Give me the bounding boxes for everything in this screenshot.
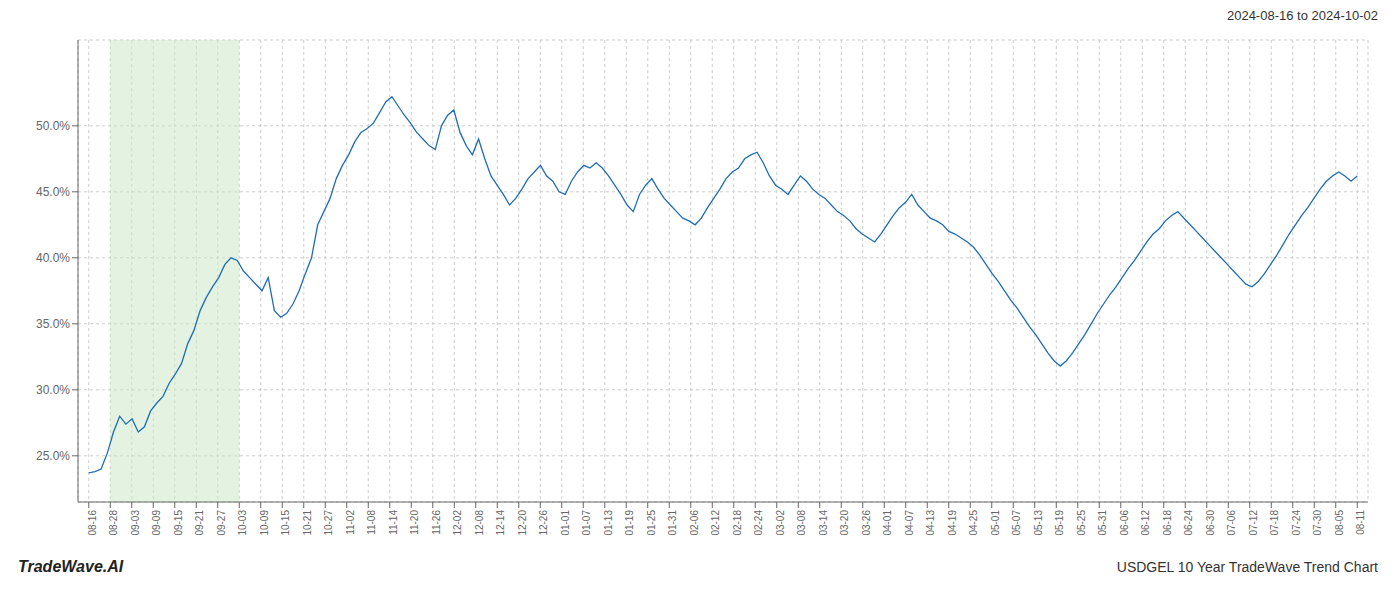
svg-text:08-11: 08-11 [1355,510,1366,535]
svg-text:04-07: 04-07 [904,510,915,536]
svg-text:01-31: 01-31 [667,510,678,536]
svg-text:12-02: 12-02 [452,510,463,536]
svg-text:07-12: 07-12 [1248,510,1259,536]
svg-text:40.0%: 40.0% [36,251,70,265]
svg-text:03-14: 03-14 [818,510,829,536]
svg-text:02-24: 02-24 [753,510,764,536]
svg-text:08-28: 08-28 [108,510,119,536]
svg-text:06-18: 06-18 [1162,510,1173,536]
svg-text:07-30: 07-30 [1312,510,1323,536]
svg-text:11-14: 11-14 [388,510,399,535]
svg-text:12-26: 12-26 [538,510,549,536]
svg-text:35.0%: 35.0% [36,317,70,331]
svg-text:08-05: 08-05 [1334,510,1345,536]
svg-text:12-08: 12-08 [474,510,485,536]
svg-text:06-06: 06-06 [1119,510,1130,536]
svg-text:04-01: 04-01 [882,510,893,536]
svg-text:09-03: 09-03 [130,510,141,536]
svg-text:02-12: 02-12 [710,510,721,536]
svg-text:05-25: 05-25 [1076,510,1087,536]
html-text:USDGEL 10 Year TradeWave Trend: USDGEL 10 Year TradeWave Trend Chart [1116,559,1378,575]
svg-text:50.0%: 50.0% [36,119,70,133]
svg-text:06-30: 06-30 [1205,510,1216,536]
svg-text:11-02: 11-02 [345,510,356,535]
svg-text:05-13: 05-13 [1033,510,1044,536]
svg-text:09-21: 09-21 [194,510,205,536]
svg-text:05-07: 05-07 [1011,510,1022,536]
svg-text:09-15: 09-15 [173,510,184,536]
svg-text:04-13: 04-13 [925,510,936,536]
svg-text:07-18: 07-18 [1269,510,1280,536]
svg-text:11-08: 11-08 [366,510,377,535]
svg-text:10-15: 10-15 [280,510,291,536]
svg-text:09-27: 09-27 [216,510,227,536]
svg-text:11-20: 11-20 [409,510,420,535]
html-text:2024-08-16 to 2024-10-02: 2024-08-16 to 2024-10-02 [1226,8,1378,23]
svg-text:01-19: 01-19 [624,510,635,536]
svg-text:05-19: 05-19 [1054,510,1065,536]
html-text:TradeWave.AI: TradeWave.AI [18,558,124,575]
svg-text:45.0%: 45.0% [36,185,70,199]
svg-text:01-01: 01-01 [560,510,571,536]
svg-text:30.0%: 30.0% [36,383,70,397]
svg-text:25.0%: 25.0% [36,449,70,463]
svg-text:08-16: 08-16 [87,510,98,536]
svg-text:06-24: 06-24 [1183,510,1194,536]
svg-text:04-25: 04-25 [968,510,979,536]
svg-text:10-09: 10-09 [259,510,270,536]
svg-text:12-20: 12-20 [517,510,528,536]
svg-text:10-03: 10-03 [237,510,248,536]
svg-text:03-02: 03-02 [775,510,786,536]
svg-text:10-21: 10-21 [302,510,313,536]
svg-text:10-27: 10-27 [323,510,334,536]
svg-text:02-18: 02-18 [732,510,743,536]
svg-text:05-31: 05-31 [1097,510,1108,536]
svg-text:01-07: 01-07 [581,510,592,536]
svg-text:01-13: 01-13 [603,510,614,536]
svg-text:09-09: 09-09 [151,510,162,536]
svg-text:03-26: 03-26 [861,510,872,536]
svg-text:03-20: 03-20 [839,510,850,536]
svg-text:12-14: 12-14 [495,510,506,536]
svg-text:05-01: 05-01 [990,510,1001,536]
svg-text:03-08: 03-08 [796,510,807,536]
svg-text:02-06: 02-06 [689,510,700,536]
svg-text:04-19: 04-19 [947,510,958,536]
svg-text:07-24: 07-24 [1291,510,1302,536]
svg-text:06-12: 06-12 [1140,510,1151,536]
svg-text:01-25: 01-25 [646,510,657,536]
svg-text:11-26: 11-26 [431,510,442,535]
svg-text:07-06: 07-06 [1226,510,1237,536]
